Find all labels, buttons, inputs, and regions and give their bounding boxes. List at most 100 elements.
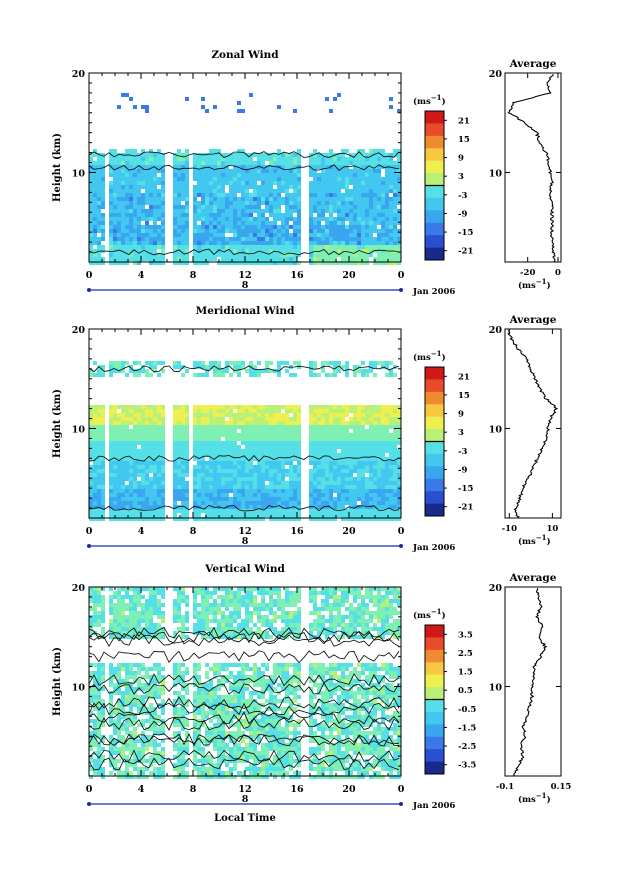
y-tick-label: 20 <box>72 583 86 594</box>
colorbar-tick-label: -3.5 <box>458 761 476 771</box>
colorbar-tick-label: 15 <box>458 391 470 401</box>
profile-x-axis-label: (ms−1) <box>518 791 551 805</box>
panel-title: Vertical Wind <box>204 563 285 575</box>
panel-title: Meridional Wind <box>196 305 295 317</box>
profile-line <box>513 588 548 777</box>
profile-frame <box>504 72 562 263</box>
profile-y-tick-label: 20 <box>489 325 503 336</box>
profile-line <box>507 329 559 519</box>
colorbar-tick-label: 9 <box>458 154 464 164</box>
x-tick-label: 0 <box>86 270 93 281</box>
colorbar-tick-label: -9 <box>458 209 468 219</box>
profile-x-tick-label: 0.15 <box>551 782 572 792</box>
date-bar-start <box>87 288 91 292</box>
colorbar-tick-label: 3 <box>458 172 464 182</box>
colorbar-tick-label: -2.5 <box>458 742 476 752</box>
y-tick-label: 20 <box>72 325 86 336</box>
colorbar-tick-label: -3 <box>458 447 468 457</box>
x-tick-label: 20 <box>342 784 356 795</box>
x-tick-label: 16 <box>290 784 304 795</box>
x-tick-label: 12 <box>238 784 251 795</box>
profile-y-tick-label: 10 <box>489 424 503 435</box>
x-tick-label: 12 <box>238 270 251 281</box>
heatmap-cells <box>89 93 401 265</box>
x-tick-label: 4 <box>138 270 145 281</box>
contour-lines <box>88 626 400 771</box>
date-label: Jan 2006 <box>412 801 455 811</box>
profile-panel: Average 10 20 -0.1 0.15(ms−1) <box>489 572 572 805</box>
day-label: 8 <box>242 794 249 805</box>
colorbar-units: (ms−1) <box>413 607 446 621</box>
y-axis-label: Height (km) <box>52 647 63 716</box>
colorbar-tick-label: -15 <box>458 484 473 494</box>
date-label: Jan 2006 <box>412 287 455 297</box>
date-bar-end <box>399 544 403 548</box>
x-tick-label: 8 <box>190 784 197 795</box>
profile-panel: Average 10 20 -20 0 (ms−1) <box>489 58 562 291</box>
contour-lines <box>88 151 400 256</box>
date-bar-end <box>399 802 403 806</box>
colorbar-tick-label: -0.5 <box>458 705 476 715</box>
profile-x-tick-label: -10 <box>502 524 517 534</box>
x-tick-label: 0 <box>86 526 93 537</box>
profile-frame <box>504 586 562 777</box>
colorbar-tick-label: -15 <box>458 228 473 238</box>
x-tick-label: 0 <box>398 784 405 795</box>
x-tick-label: 8 <box>190 526 197 537</box>
colorbar-tick-label: 0.5 <box>458 686 473 696</box>
x-tick-label: 16 <box>290 526 304 537</box>
y-axis-label: Height (km) <box>52 389 63 458</box>
date-bar-end <box>399 288 403 292</box>
colorbar-tick-label: 2.5 <box>458 649 473 659</box>
colorbar <box>425 111 444 261</box>
x-tick-label: 4 <box>138 784 145 795</box>
profile-frame <box>504 328 562 519</box>
profile-x-tick-label: 10 <box>546 524 558 534</box>
profile-x-axis-label: (ms−1) <box>518 277 551 291</box>
day-label: 8 <box>242 536 249 547</box>
y-tick-label: 10 <box>72 424 86 435</box>
x-tick-label: 16 <box>290 270 304 281</box>
colorbar <box>425 625 444 775</box>
date-bar-start <box>87 544 91 548</box>
profile-line <box>507 74 556 263</box>
colorbar-units: (ms−1) <box>413 349 446 363</box>
profile-y-tick-label: 20 <box>489 583 503 594</box>
y-tick-label: 20 <box>72 69 86 80</box>
x-tick-label: 4 <box>138 526 145 537</box>
profile-x-axis-label: (ms−1) <box>518 533 551 547</box>
colorbar-tick-label: -1.5 <box>458 723 476 733</box>
date-bar-start <box>87 802 91 806</box>
profile-title: Average <box>509 58 557 70</box>
panel-title: Zonal Wind <box>211 49 279 61</box>
profile-y-tick-label: 20 <box>489 69 503 80</box>
colorbar-tick-label: 3 <box>458 428 464 438</box>
colorbar <box>425 367 444 517</box>
contour-lines <box>88 365 400 512</box>
profile-y-tick-label: 10 <box>489 682 503 693</box>
y-tick-label: 10 <box>72 168 86 179</box>
x-tick-label: 20 <box>342 526 356 537</box>
x-tick-label: 12 <box>238 526 251 537</box>
profile-title: Average <box>509 572 557 584</box>
profile-x-tick-label: -20 <box>520 268 535 278</box>
x-tick-label: 8 <box>190 270 197 281</box>
x-tick-label: 0 <box>398 526 405 537</box>
heatmap-cells <box>89 587 401 779</box>
x-tick-label: 0 <box>86 784 93 795</box>
x-tick-label: 0 <box>398 270 405 281</box>
colorbar-units: (ms−1) <box>413 93 446 107</box>
colorbar-tick-label: 9 <box>458 410 464 420</box>
colorbar-tick-label: 15 <box>458 135 470 145</box>
colorbar-tick-label: 21 <box>458 116 470 126</box>
y-tick-label: 10 <box>72 682 86 693</box>
x-tick-label: 20 <box>342 270 356 281</box>
colorbar-tick-label: -9 <box>458 465 468 475</box>
day-label: 8 <box>242 280 249 291</box>
colorbar-tick-label: -21 <box>458 247 473 257</box>
